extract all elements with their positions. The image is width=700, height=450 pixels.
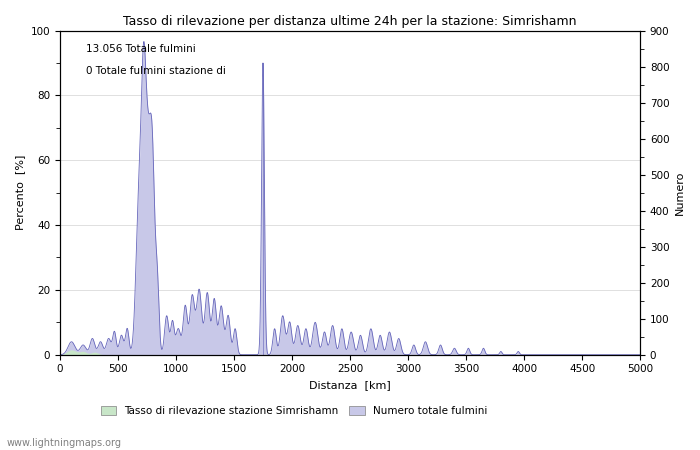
- Text: 0 Totale fulmini stazione di: 0 Totale fulmini stazione di: [86, 66, 226, 76]
- X-axis label: Distanza  [km]: Distanza [km]: [309, 380, 391, 390]
- Y-axis label: Numero: Numero: [675, 171, 685, 215]
- Text: www.lightningmaps.org: www.lightningmaps.org: [7, 438, 122, 448]
- Text: 13.056 Totale fulmini: 13.056 Totale fulmini: [86, 44, 196, 54]
- Legend: Tasso di rilevazione stazione Simrishamn, Numero totale fulmini: Tasso di rilevazione stazione Simrishamn…: [97, 401, 491, 420]
- Y-axis label: Percento  [%]: Percento [%]: [15, 155, 25, 230]
- Title: Tasso di rilevazione per distanza ultime 24h per la stazione: Simrishamn: Tasso di rilevazione per distanza ultime…: [123, 15, 577, 28]
